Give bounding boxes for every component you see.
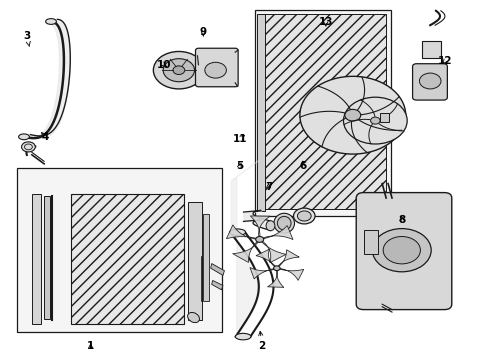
Circle shape (419, 73, 441, 89)
Ellipse shape (266, 221, 275, 231)
Polygon shape (212, 280, 223, 290)
Text: 3: 3 (24, 31, 30, 46)
Ellipse shape (230, 229, 245, 235)
Polygon shape (260, 239, 286, 263)
Polygon shape (250, 267, 277, 279)
Polygon shape (268, 268, 284, 287)
Circle shape (300, 76, 406, 154)
Bar (260, 14, 386, 209)
FancyBboxPatch shape (196, 48, 238, 87)
Text: 6: 6 (299, 161, 306, 171)
Polygon shape (277, 268, 304, 280)
Circle shape (294, 208, 315, 224)
Text: 9: 9 (200, 27, 207, 37)
Polygon shape (250, 216, 270, 239)
Ellipse shape (188, 312, 199, 323)
Bar (257, 14, 265, 211)
Circle shape (256, 237, 264, 242)
Polygon shape (226, 225, 260, 239)
Circle shape (173, 66, 185, 75)
Bar (188, 202, 202, 320)
Circle shape (163, 59, 195, 82)
Bar (422, 41, 441, 58)
Polygon shape (256, 249, 277, 268)
Bar (71, 194, 184, 324)
Bar (380, 113, 389, 122)
Circle shape (297, 211, 311, 221)
Text: 1: 1 (87, 341, 94, 351)
Text: 2: 2 (259, 331, 266, 351)
Ellipse shape (235, 333, 251, 340)
Text: 11: 11 (233, 134, 247, 144)
Circle shape (345, 109, 361, 121)
Ellipse shape (46, 19, 56, 24)
Text: 7: 7 (265, 182, 272, 192)
Polygon shape (260, 226, 293, 239)
Polygon shape (233, 239, 260, 262)
Polygon shape (211, 264, 224, 275)
Circle shape (370, 117, 380, 124)
Bar (32, 194, 41, 324)
Circle shape (153, 51, 204, 89)
Circle shape (343, 97, 407, 144)
Ellipse shape (19, 134, 29, 140)
Bar (364, 230, 378, 254)
Text: 8: 8 (398, 215, 405, 225)
Bar (17, 168, 222, 332)
Ellipse shape (277, 216, 291, 230)
Circle shape (383, 237, 420, 264)
Text: 5: 5 (237, 161, 244, 171)
Bar (203, 214, 209, 301)
Circle shape (22, 142, 35, 152)
Text: 4: 4 (41, 132, 49, 142)
Circle shape (273, 266, 280, 271)
Text: 12: 12 (438, 56, 452, 66)
Circle shape (372, 229, 431, 272)
Ellipse shape (274, 213, 294, 233)
Circle shape (205, 62, 226, 78)
Bar (255, 10, 391, 216)
FancyBboxPatch shape (413, 64, 447, 100)
Polygon shape (277, 250, 299, 268)
Text: 13: 13 (318, 17, 333, 27)
Text: 10: 10 (157, 60, 172, 70)
Bar (44, 196, 50, 319)
FancyBboxPatch shape (356, 193, 452, 310)
